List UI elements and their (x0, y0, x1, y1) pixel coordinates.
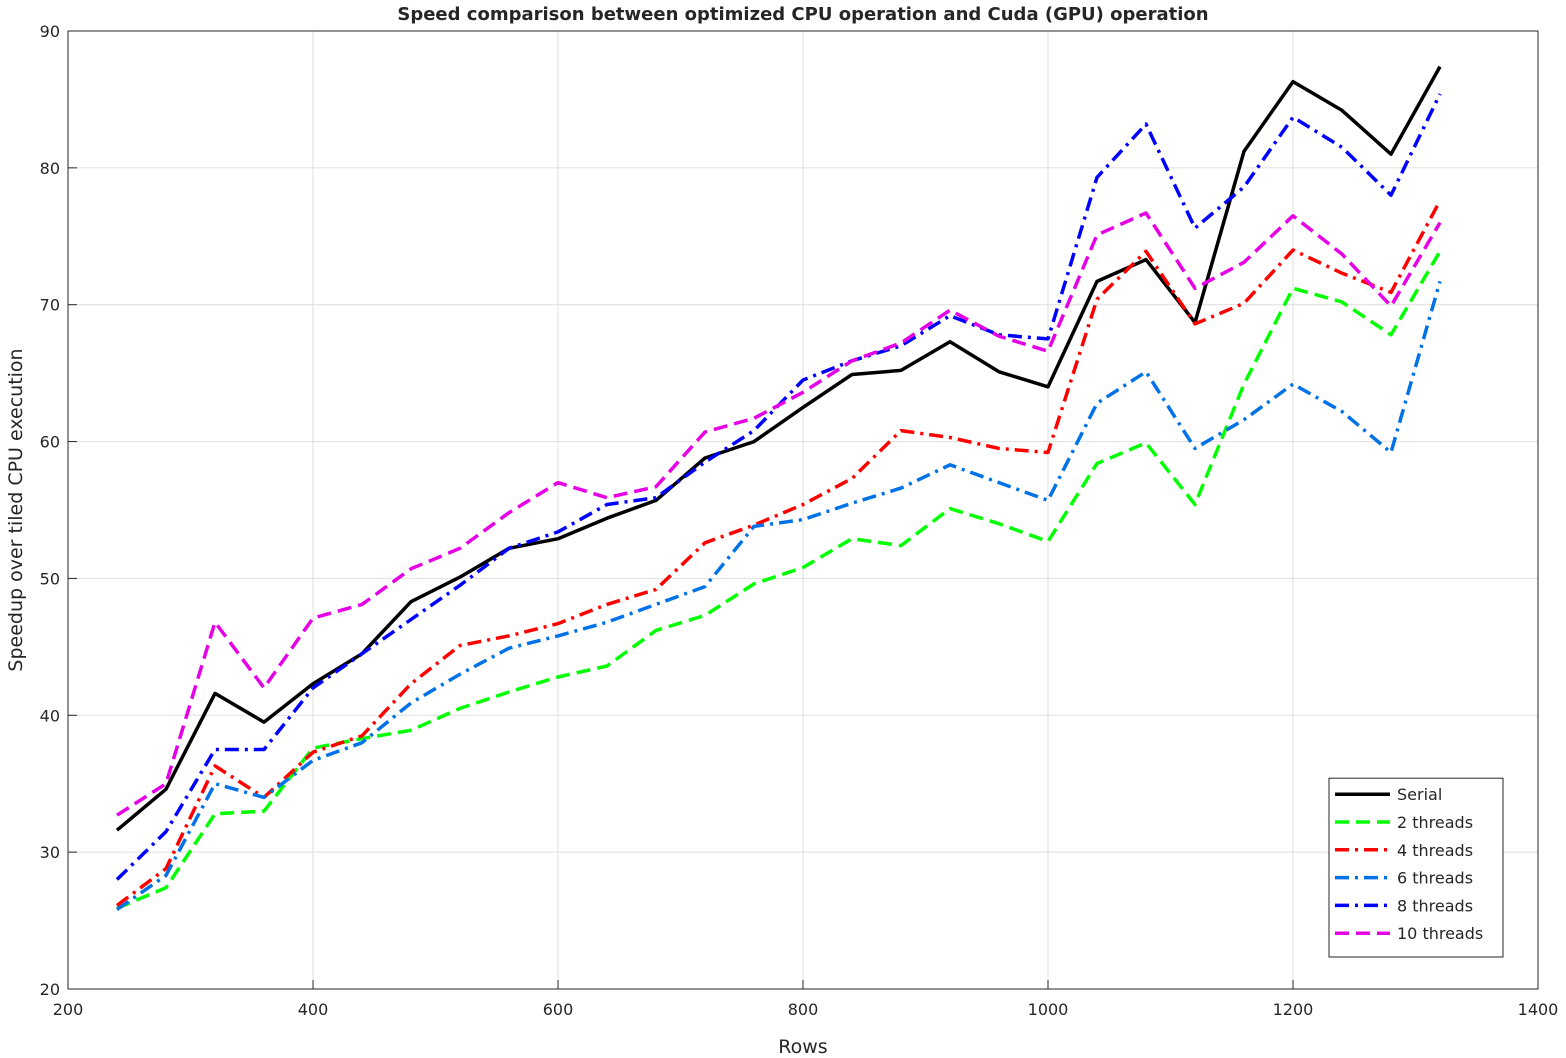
x-tick-label: 400 (298, 1000, 329, 1019)
y-tick-label: 40 (40, 706, 60, 725)
x-tick-label: 1200 (1273, 1000, 1314, 1019)
legend-label: 8 threads (1397, 896, 1473, 915)
y-axis-title: Speedup over tiled CPU execution (5, 348, 27, 671)
y-tick-label: 80 (40, 159, 60, 178)
grid (68, 31, 1538, 989)
axis-ticks: 200 400 600 800 1000 1200 1400 20 30 40 50 60 70 80 90 (40, 22, 1559, 1019)
y-tick-label: 50 (40, 569, 60, 588)
x-axis-title: Rows (778, 1036, 827, 1058)
y-tick-label: 20 (40, 980, 60, 999)
series-line-6-threads (115, 280, 1442, 912)
series-line-10-threads (116, 211, 1442, 817)
x-tick-label: 200 (53, 1000, 84, 1019)
legend-label: Serial (1397, 785, 1442, 804)
y-tick-label: 30 (40, 843, 60, 862)
x-tick-label: 800 (788, 1000, 819, 1019)
legend-label: 2 threads (1397, 813, 1473, 832)
legend: Serial 2 threads 4 threads 6 threads 8 threa… (1328, 777, 1504, 958)
x-tick-label: 600 (543, 1000, 574, 1019)
legend-label: 4 threads (1397, 841, 1473, 860)
x-tick-label: 1400 (1518, 1000, 1559, 1019)
x-tick-label: 1000 (1028, 1000, 1069, 1019)
y-tick-label: 60 (40, 433, 60, 452)
y-tick-label: 70 (40, 296, 60, 315)
chart-title: Speed comparison between optimized CPU o… (397, 4, 1208, 25)
legend-label: 10 threads (1397, 924, 1483, 943)
y-tick-label: 90 (40, 22, 60, 41)
legend-box (1328, 777, 1504, 958)
series-group (115, 65, 1442, 912)
series-line-4-threads (115, 199, 1442, 907)
legend-label: 6 threads (1397, 869, 1473, 888)
